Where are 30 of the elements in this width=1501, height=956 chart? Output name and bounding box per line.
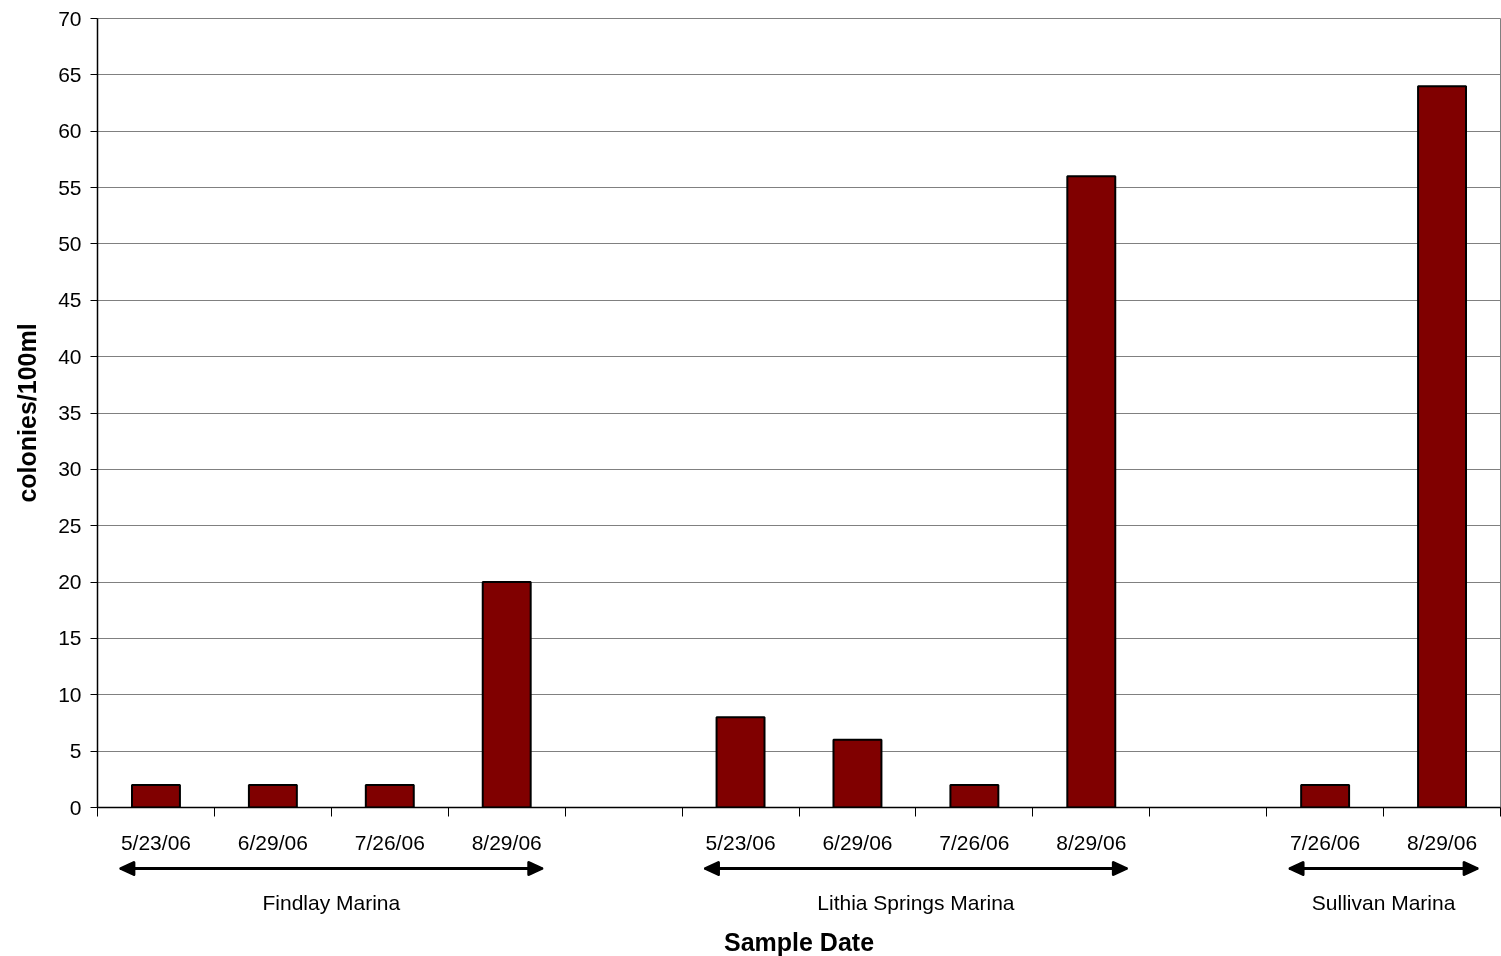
x-tick-label: 6/29/06: [237, 830, 308, 854]
y-axis-title: colonies/100ml: [13, 323, 42, 503]
x-tick-label: 5/23/06: [120, 830, 191, 854]
x-axis-title: Sample Date: [723, 927, 875, 956]
y-tick-label: 45: [58, 288, 82, 312]
text: Lithia Springs Marina: [817, 890, 1015, 914]
x-tick-label: 8/29/06: [471, 830, 542, 854]
y-tick-label: 30: [58, 457, 82, 481]
y-tick-label: 20: [58, 570, 82, 594]
y-tick-label: 50: [58, 231, 82, 255]
x-tick-label: 7/26/06: [939, 830, 1010, 854]
text: Findlay Marina: [262, 890, 401, 914]
y-tick-label: 0: [69, 795, 82, 819]
y-tick-label: 5: [69, 739, 82, 763]
x-tick-label: 8/29/06: [1056, 830, 1127, 854]
x-tick-label: 7/26/06: [354, 830, 425, 854]
y-tick-label: 10: [58, 682, 82, 706]
y-tick-label: 60: [58, 119, 82, 143]
x-tick-label: 8/29/06: [1407, 830, 1478, 854]
y-tick-label: 55: [58, 175, 82, 199]
y-tick-label: 65: [58, 62, 82, 86]
x-tick-label: 5/23/06: [705, 830, 776, 854]
x-tick-label: 6/29/06: [822, 830, 893, 854]
y-tick-label: 25: [58, 513, 82, 537]
y-tick-label: 70: [58, 6, 82, 30]
x-tick-label: 7/26/06: [1290, 830, 1361, 854]
y-tick-label: 15: [58, 626, 82, 650]
y-tick-label: 35: [58, 401, 82, 424]
text: Sullivan Marina: [1311, 890, 1456, 914]
y-tick-label: 40: [58, 344, 82, 368]
